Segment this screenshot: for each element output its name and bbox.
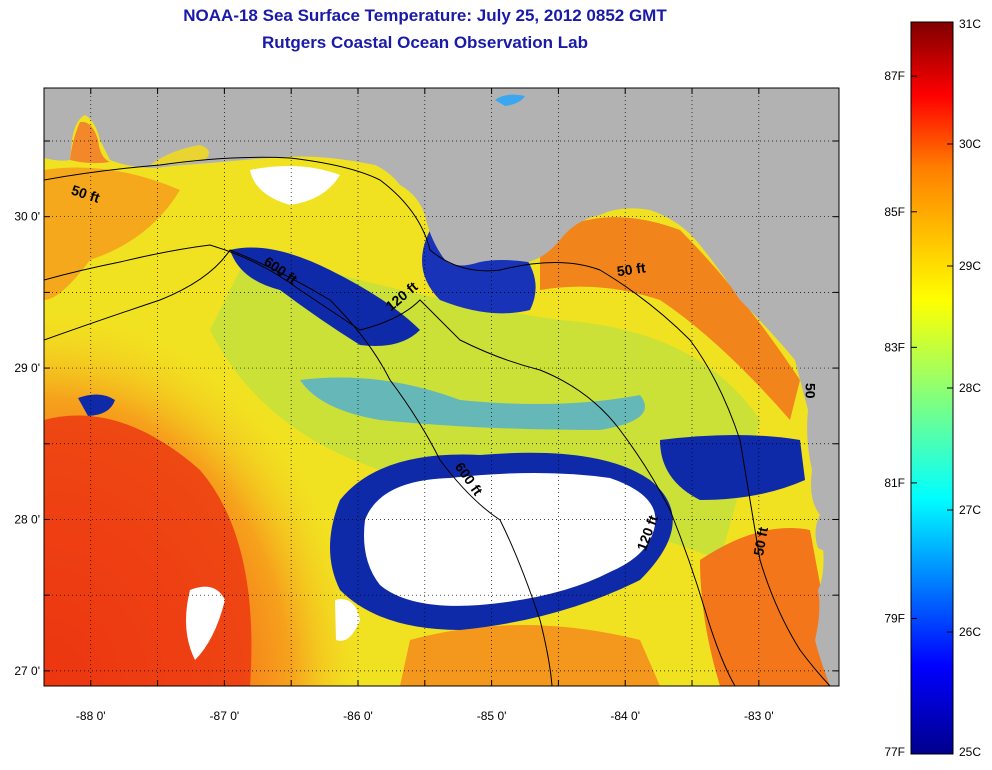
cloud-sw [186,586,225,660]
warm-bigbend [540,217,800,420]
land-mass [44,88,839,552]
cloud-s [335,599,360,641]
celsius-label: 26C [959,625,981,639]
celsius-label: 31C [959,17,981,31]
lon-tick-label: -86 0' [343,709,373,723]
lon-tick-label: -84 0' [610,709,640,723]
bay-pensacola [150,145,209,165]
fahrenheit-label: 81F [884,476,905,490]
fahrenheit-label: 85F [884,205,905,219]
cold-east [660,435,805,500]
isobath-label: 50 [803,383,819,399]
colorbar-ticks: 31C 30C 29C 28C 27C 26C 25C 87F 85F 83F 81F 79F 77F [884,17,981,759]
isobath-50ft [44,156,831,686]
bay-mobile [70,121,110,164]
lat-tick-label: 28 0' [14,512,40,526]
lon-tick-label: -88 0' [76,709,106,723]
lat-tick-label: 30 0' [14,210,40,224]
map-frame [43,87,840,687]
colorbar: 31C 30C 29C 28C 27C 26C 25C 87F 85F 83F 81F 79F 77F [884,17,981,759]
lat-tick-label: 29 0' [14,361,40,375]
chart-title: NOAA-18 Sea Surface Temperature: July 25… [183,6,667,25]
fahrenheit-label: 79F [884,611,905,625]
colorbar-fill [910,21,954,755]
isobath-600ft [44,249,553,686]
isobath-label: 50 ft [616,259,647,279]
celsius-label: 28C [959,381,981,395]
cloud-panhandle [250,166,340,205]
lat-tick-label: 27 0' [14,664,40,678]
celsius-label: 25C [959,745,981,759]
land-sw-florida [815,520,839,686]
map-ticks: -88 0' -87 0' -86 0' -85 0' -84 0' -83 0' 30 0… [14,88,839,723]
isobath-120ft [44,244,736,686]
map-area [44,88,839,686]
celsius-label: 29C [959,259,981,273]
fahrenheit-label: 87F [884,69,905,83]
lon-tick-label: -83 0' [744,709,774,723]
celsius-label: 30C [959,137,981,151]
lon-tick-label: -87 0' [210,709,240,723]
cold-west-spot [78,394,115,416]
lon-tick-label: -85 0' [477,709,507,723]
graticule [44,88,839,686]
chart-subtitle: Rutgers Coastal Ocean Observation Lab [262,33,588,52]
fahrenheit-label: 83F [884,340,905,354]
isobaths [44,156,831,686]
warm-nw [44,167,180,300]
fahrenheit-label: 77F [884,745,905,759]
celsius-label: 27C [959,503,981,517]
warm-sw-florida [700,528,839,686]
bay-apalachee [495,94,525,106]
isobath-label: 50 ft [750,525,771,556]
